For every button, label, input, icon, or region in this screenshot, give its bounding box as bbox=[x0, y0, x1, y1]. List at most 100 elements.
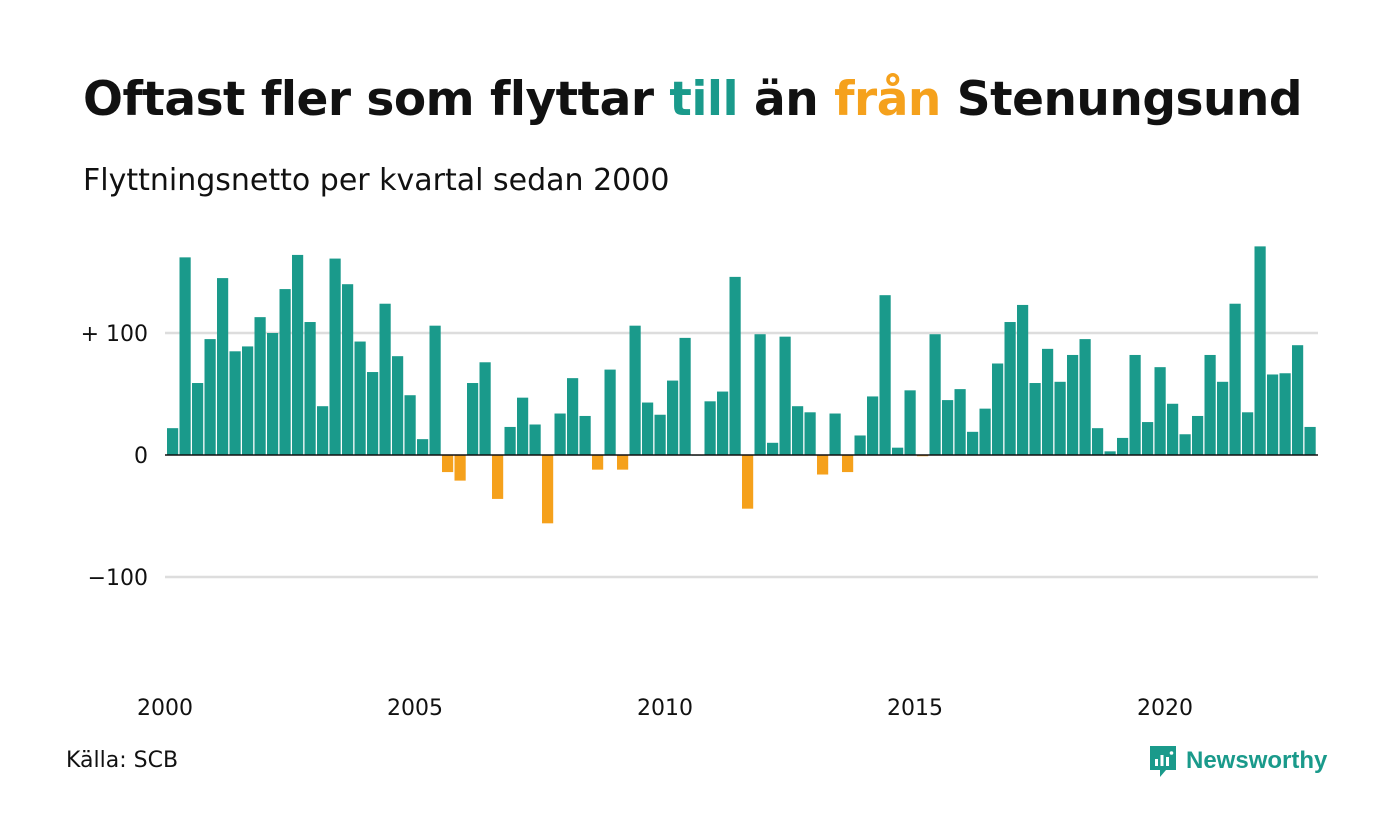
bar bbox=[454, 455, 466, 481]
bar bbox=[1067, 354, 1079, 455]
bar bbox=[317, 406, 329, 455]
bar bbox=[617, 455, 629, 470]
title-word-till: till bbox=[669, 72, 739, 127]
bar bbox=[192, 383, 204, 455]
x-tick-label: 2005 bbox=[387, 696, 443, 721]
bar bbox=[679, 337, 691, 455]
bar bbox=[379, 303, 391, 455]
bar bbox=[279, 289, 291, 455]
title-part2: än bbox=[738, 72, 835, 127]
bar bbox=[604, 369, 616, 455]
bar bbox=[367, 372, 379, 455]
bar bbox=[392, 356, 404, 455]
bar bbox=[1267, 374, 1279, 455]
bar bbox=[1304, 426, 1316, 455]
bar bbox=[904, 390, 916, 455]
title-part1: Oftast fler som flyttar bbox=[83, 72, 670, 127]
bar bbox=[167, 428, 179, 455]
bar bbox=[592, 455, 604, 470]
x-tick-label: 2010 bbox=[637, 696, 693, 721]
bar bbox=[442, 455, 454, 473]
bar bbox=[892, 447, 904, 455]
bar bbox=[329, 258, 341, 455]
chart-title: Oftast fler som flyttar till än från Ste… bbox=[83, 72, 1303, 127]
bar bbox=[304, 322, 316, 455]
y-tick-label: −100 bbox=[88, 566, 148, 591]
bar bbox=[542, 455, 554, 524]
bar bbox=[517, 397, 529, 455]
bar bbox=[1092, 428, 1104, 455]
x-tick-label: 2020 bbox=[1137, 696, 1193, 721]
bar bbox=[1079, 339, 1091, 455]
bar bbox=[717, 391, 729, 455]
bar bbox=[1054, 381, 1066, 455]
bar bbox=[1254, 246, 1266, 455]
bar bbox=[429, 325, 441, 455]
bar bbox=[1142, 422, 1154, 455]
bar bbox=[642, 402, 654, 455]
bar bbox=[529, 424, 541, 455]
y-tick-label: + 100 bbox=[81, 322, 148, 347]
bar bbox=[254, 317, 266, 455]
bar bbox=[817, 455, 829, 475]
bar bbox=[967, 431, 979, 455]
bar bbox=[1042, 348, 1054, 455]
bar bbox=[842, 455, 854, 473]
title-word-fran: från bbox=[834, 72, 941, 127]
bar bbox=[854, 435, 866, 455]
bar bbox=[942, 400, 954, 455]
bar bbox=[467, 383, 479, 455]
bar bbox=[929, 334, 941, 455]
bar bbox=[554, 413, 566, 455]
x-tick-label: 2000 bbox=[137, 696, 193, 721]
bar bbox=[492, 455, 504, 499]
bar bbox=[954, 389, 966, 455]
bar bbox=[1167, 403, 1179, 455]
bar bbox=[217, 278, 229, 455]
bar bbox=[992, 363, 1004, 455]
bar bbox=[767, 442, 779, 455]
bar bbox=[879, 295, 891, 455]
bar bbox=[479, 362, 491, 455]
bar bbox=[1204, 354, 1216, 455]
bar bbox=[1154, 367, 1166, 455]
bar bbox=[229, 351, 241, 455]
bar bbox=[804, 412, 816, 455]
bar bbox=[629, 325, 641, 455]
bar bbox=[1292, 345, 1304, 455]
x-tick-label: 2015 bbox=[887, 696, 943, 721]
bar bbox=[667, 380, 679, 455]
newsworthy-logo: Newsworthy bbox=[1148, 744, 1327, 778]
bar bbox=[792, 406, 804, 455]
bar bbox=[742, 455, 754, 509]
bar bbox=[1242, 412, 1254, 455]
bar bbox=[1279, 373, 1291, 455]
bar bbox=[729, 276, 741, 455]
bar bbox=[754, 334, 766, 455]
bar bbox=[417, 439, 429, 455]
bar bbox=[1117, 437, 1129, 455]
bar bbox=[579, 415, 591, 455]
bar bbox=[267, 333, 279, 455]
newsworthy-icon bbox=[1150, 746, 1176, 777]
bar bbox=[654, 414, 666, 455]
bar bbox=[342, 284, 354, 455]
bar bbox=[829, 413, 841, 455]
bar bbox=[204, 339, 216, 455]
brand-name: Newsworthy bbox=[1186, 747, 1328, 774]
bar bbox=[179, 257, 191, 455]
chart-subtitle: Flyttningsnetto per kvartal sedan 2000 bbox=[83, 163, 670, 198]
bar bbox=[1029, 383, 1041, 455]
bar bbox=[1192, 415, 1204, 455]
bar bbox=[1129, 354, 1141, 455]
bar bbox=[354, 341, 366, 455]
bar bbox=[404, 395, 416, 455]
bar bbox=[867, 396, 879, 455]
source-note: Källa: SCB bbox=[66, 748, 179, 773]
bar bbox=[1017, 304, 1029, 455]
bar bbox=[1229, 303, 1241, 455]
y-tick-label: 0 bbox=[134, 444, 148, 469]
bar bbox=[704, 401, 716, 455]
bar bbox=[979, 408, 991, 455]
bar bbox=[1104, 451, 1116, 455]
